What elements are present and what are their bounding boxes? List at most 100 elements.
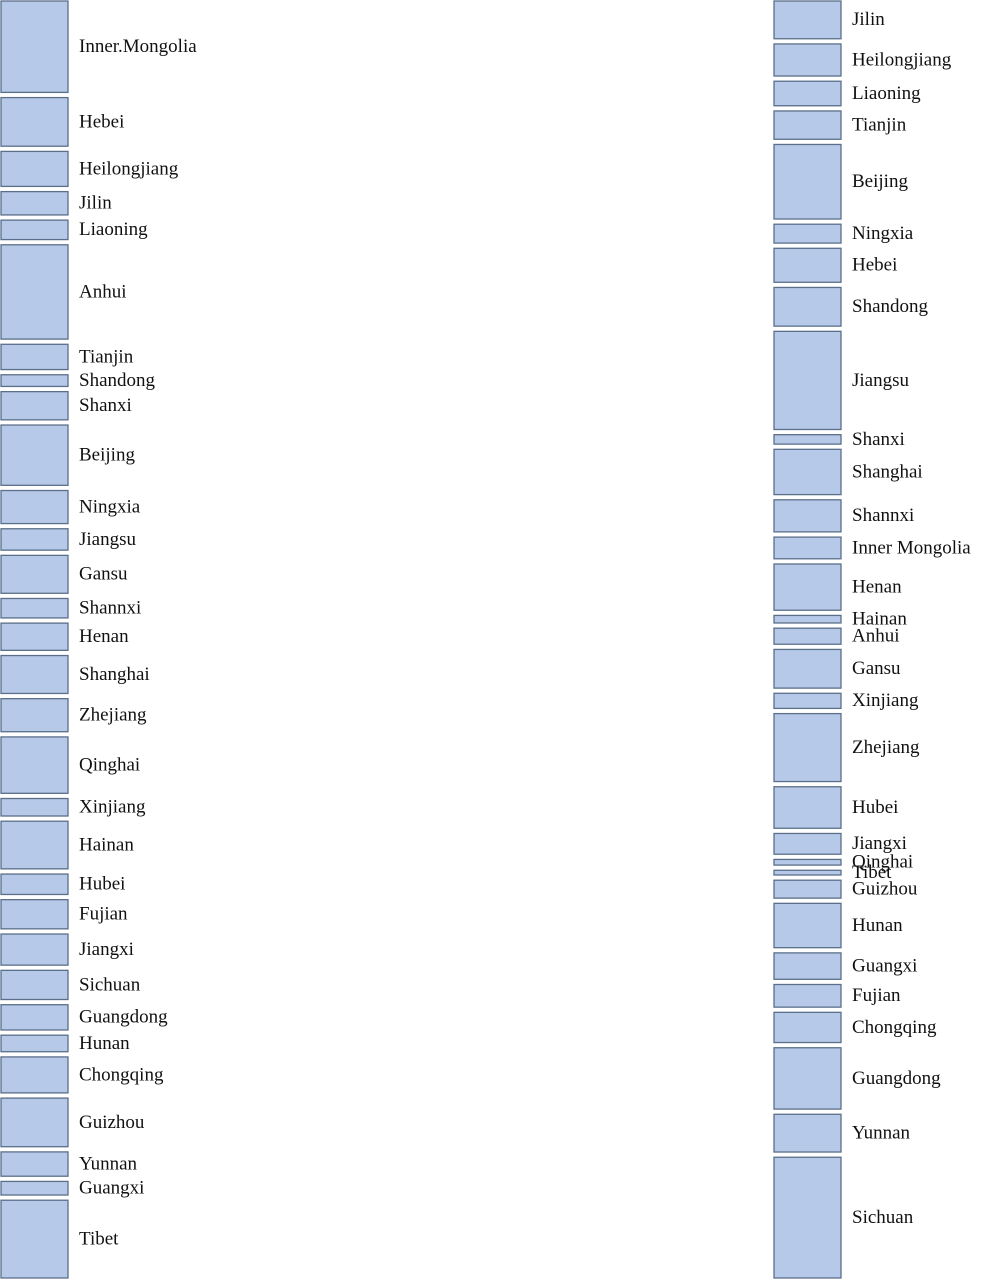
target-node-anhui: Anhui	[773, 626, 900, 647]
target-node-label: Zhejiang	[852, 737, 920, 758]
source-node-label: Guangxi	[79, 1178, 144, 1199]
source-node-rect	[0, 1199, 69, 1279]
target-node-gansu: Gansu	[773, 648, 901, 689]
target-node-label: Fujian	[852, 985, 901, 1006]
target-node-label: Shanghai	[852, 461, 923, 482]
source-node-rect	[0, 1151, 69, 1177]
source-node-inner-mongolia: Inner.Mongolia	[0, 0, 197, 94]
source-node-rect	[0, 698, 69, 733]
flow-sichuan-to-yunnan	[67, 997, 775, 1140]
target-node-rect	[773, 1047, 842, 1110]
target-node-label: Qinghai	[852, 852, 913, 873]
source-node-rect	[0, 622, 69, 651]
source-node-label: Shanxi	[79, 395, 132, 416]
target-node-hainan: Hainan	[773, 609, 907, 630]
source-node-liaoning: Liaoning	[0, 219, 148, 241]
source-node-guangdong: Guangdong	[0, 1004, 168, 1031]
target-node-hunan: Hunan	[773, 902, 903, 949]
source-node-label: Jiangxi	[79, 939, 134, 960]
flow-inner-mongolia-to-jilin	[68, 1, 774, 19]
source-node-zhejiang: Zhejiang	[0, 698, 147, 733]
source-node-rect	[0, 219, 69, 241]
target-node-label: Guangdong	[852, 1068, 941, 1089]
target-node-qinghai: Qinghai	[773, 852, 913, 873]
source-node-chongqing: Chongqing	[0, 1056, 164, 1094]
source-node-rect	[0, 0, 69, 94]
target-node-yunnan: Yunnan	[773, 1113, 911, 1153]
source-node-hubei: Hubei	[0, 873, 125, 896]
target-node-label: Tibet	[852, 862, 892, 883]
target-node-fujian: Fujian	[773, 983, 901, 1008]
source-node-shandong: Shandong	[0, 370, 156, 391]
target-node-rect	[773, 143, 842, 220]
source-node-rect	[0, 554, 69, 594]
source-node-label: Heilongjiang	[79, 158, 179, 179]
target-node-rect	[773, 786, 842, 829]
target-node-label: Jiangsu	[852, 370, 910, 391]
source-node-shanxi: Shanxi	[0, 390, 132, 421]
source-node-label: Shanghai	[79, 664, 150, 685]
source-node-rect	[0, 424, 69, 486]
target-node-shandong: Shandong	[773, 286, 929, 327]
target-node-label: Yunnan	[852, 1123, 911, 1144]
source-node-label: Fujian	[79, 904, 128, 925]
source-node-label: Qinghai	[79, 754, 140, 775]
target-node-label: Gansu	[852, 658, 901, 679]
source-node-rect	[0, 390, 69, 421]
source-node-rect	[0, 969, 69, 1001]
source-node-label: Tibet	[79, 1228, 119, 1249]
target-node-label: Shanxi	[852, 429, 905, 450]
target-node-henan: Henan	[773, 563, 902, 611]
source-node-label: Yunnan	[79, 1153, 138, 1174]
target-node-label: Inner Mongolia	[852, 537, 971, 558]
source-node-rect	[0, 1180, 69, 1196]
target-node-label: Hubei	[852, 797, 898, 818]
target-node-label: Hebei	[852, 255, 897, 276]
source-node-label: Gansu	[79, 564, 128, 585]
target-node-rect	[773, 712, 842, 783]
target-node-rect	[773, 858, 842, 866]
source-node-jilin: Jilin	[0, 190, 112, 216]
target-node-rect	[773, 614, 842, 624]
source-node-label: Inner.Mongolia	[79, 36, 197, 57]
source-node-label: Jiangsu	[79, 529, 137, 550]
target-node-rect	[773, 80, 842, 107]
source-node-rect	[0, 797, 69, 817]
source-node-jiangxi: Jiangxi	[0, 933, 134, 966]
source-node-tianjin: Tianjin	[0, 343, 134, 371]
target-node-jiangsu: Jiangsu	[773, 330, 910, 431]
source-node-rect	[0, 899, 69, 930]
source-node-tibet: Tibet	[0, 1199, 119, 1279]
target-node-shanxi: Shanxi	[773, 429, 905, 450]
target-node-rect	[773, 43, 842, 77]
flow-inner-mongolia-to-jilin	[67, 17, 775, 20]
source-node-jiangsu: Jiangsu	[0, 528, 137, 551]
source-node-label: Liaoning	[79, 219, 148, 240]
target-node-beijing: Beijing	[773, 143, 908, 220]
source-node-rect	[0, 528, 69, 551]
target-node-xinjiang: Xinjiang	[773, 690, 919, 711]
target-node-heilongjiang: Heilongjiang	[773, 43, 952, 77]
target-node-tianjin: Tianjin	[773, 110, 907, 140]
source-node-rect	[0, 1056, 69, 1094]
target-node-hubei: Hubei	[773, 786, 898, 829]
target-node-tibet: Tibet	[773, 862, 892, 883]
source-node-rect	[0, 597, 69, 619]
target-node-zhejiang: Zhejiang	[773, 712, 920, 783]
source-node-anhui: Anhui	[0, 244, 127, 340]
target-node-rect	[773, 869, 842, 876]
source-node-label: Sichuan	[79, 974, 141, 995]
flow-qinghai-to-liaoning	[67, 97, 775, 739]
source-node-rect	[0, 820, 69, 870]
source-node-label: Shannxi	[79, 598, 141, 619]
target-node-rect	[773, 223, 842, 244]
target-node-label: Heilongjiang	[852, 49, 952, 70]
target-node-rect	[773, 536, 842, 560]
target-node-rect	[773, 286, 842, 327]
target-node-label: Anhui	[852, 626, 900, 647]
source-node-guangxi: Guangxi	[0, 1178, 144, 1199]
source-node-label: Hainan	[79, 834, 134, 855]
target-node-label: Beijing	[852, 171, 908, 192]
target-node-label: Guangxi	[852, 955, 917, 976]
